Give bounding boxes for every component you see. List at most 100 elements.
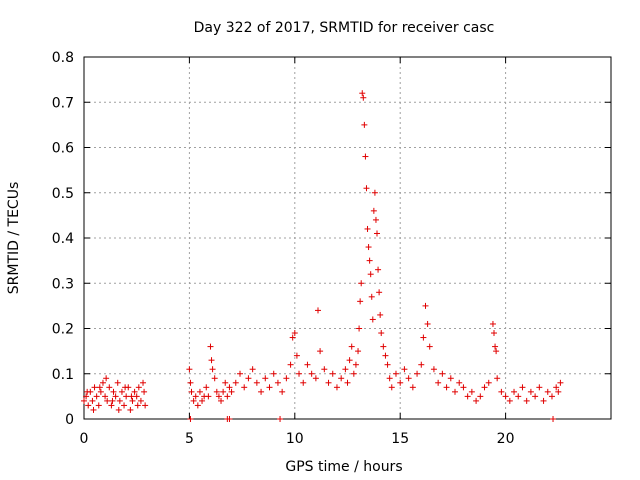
data-point (226, 416, 233, 422)
x-axis-label: GPS time / hours (285, 459, 402, 475)
data-point (95, 402, 102, 409)
data-point (279, 388, 286, 395)
data-point (374, 230, 381, 237)
y-tick-label: 0 (65, 412, 74, 428)
data-point (186, 366, 193, 373)
data-point (283, 375, 290, 382)
y-tick-label: 0.7 (52, 95, 74, 111)
y-tick-label: 0.6 (52, 141, 74, 157)
x-tick-label: 10 (286, 431, 304, 447)
data-point (102, 393, 109, 400)
chart-title: Day 322 of 2017, SRMTID for receiver cas… (194, 20, 495, 36)
data-point (232, 379, 239, 386)
data-point (99, 379, 106, 386)
data-point (447, 375, 454, 382)
data-point (209, 366, 216, 373)
y-tick-label: 0.3 (52, 276, 74, 292)
data-point (190, 397, 197, 404)
data-point (262, 375, 269, 382)
data-point (492, 343, 499, 350)
x-tick-label: 5 (185, 431, 194, 447)
data-point (135, 384, 142, 391)
data-point (112, 393, 119, 400)
data-point (386, 375, 393, 382)
data-point (222, 379, 229, 386)
data-point (388, 384, 395, 391)
data-point (241, 384, 248, 391)
ticks (83, 56, 611, 420)
data-point (293, 352, 300, 359)
data-point (468, 388, 475, 395)
data-point (372, 216, 379, 223)
data-point (83, 393, 90, 400)
data-point (439, 370, 446, 377)
data-point (371, 189, 378, 196)
data-points (81, 90, 564, 422)
data-point (409, 384, 416, 391)
data-point (287, 361, 294, 368)
data-point (215, 393, 222, 400)
data-point (329, 370, 336, 377)
data-point (249, 366, 256, 373)
data-point (218, 397, 225, 404)
data-point (116, 397, 123, 404)
data-point (557, 379, 564, 386)
data-point (369, 316, 376, 323)
data-point (192, 393, 199, 400)
data-point (378, 330, 385, 337)
data-point (358, 280, 365, 287)
data-point (350, 370, 357, 377)
data-point (137, 397, 144, 404)
data-point (401, 366, 408, 373)
data-point (317, 348, 324, 355)
data-point (375, 266, 382, 273)
data-point (405, 375, 412, 382)
data-point (121, 402, 128, 409)
data-point (258, 388, 265, 395)
data-point (93, 393, 100, 400)
data-point (414, 370, 421, 377)
data-point (424, 320, 431, 327)
y-axis-label: SRMTID / TECUs (6, 182, 22, 295)
y-tick-label: 0.4 (52, 231, 74, 247)
y-tick-label: 0.1 (52, 367, 74, 383)
data-point (236, 370, 243, 377)
data-point (300, 379, 307, 386)
data-point (502, 393, 509, 400)
data-point (110, 388, 117, 395)
data-point (360, 94, 367, 101)
data-point (84, 388, 91, 395)
data-point (397, 379, 404, 386)
data-point (456, 379, 463, 386)
data-point (96, 384, 103, 391)
data-point (114, 379, 121, 386)
data-point (104, 397, 111, 404)
data-point (296, 370, 303, 377)
x-tick-labels: 0 5 10 15 20 (80, 431, 515, 447)
x-tick-label: 15 (391, 431, 409, 447)
grid (84, 57, 611, 419)
data-point (553, 384, 560, 391)
data-point (128, 393, 135, 400)
data-point (540, 397, 547, 404)
data-point (342, 366, 349, 373)
data-point (460, 384, 467, 391)
data-point (422, 302, 429, 309)
data-point (314, 307, 321, 314)
data-point (418, 361, 425, 368)
data-point (362, 153, 369, 160)
data-point (108, 402, 115, 409)
data-point (485, 379, 492, 386)
data-point (367, 271, 374, 278)
y-tick-label: 0.8 (52, 50, 74, 66)
plot-frame (83, 56, 612, 420)
data-point (348, 343, 355, 350)
y-tick-labels: 0 0.1 0.2 0.3 0.4 0.5 0.6 0.7 0.8 (52, 50, 74, 428)
data-point (519, 384, 526, 391)
data-point (338, 375, 345, 382)
data-point (203, 384, 210, 391)
data-point (129, 397, 136, 404)
data-point (142, 402, 149, 409)
data-point (430, 366, 437, 373)
